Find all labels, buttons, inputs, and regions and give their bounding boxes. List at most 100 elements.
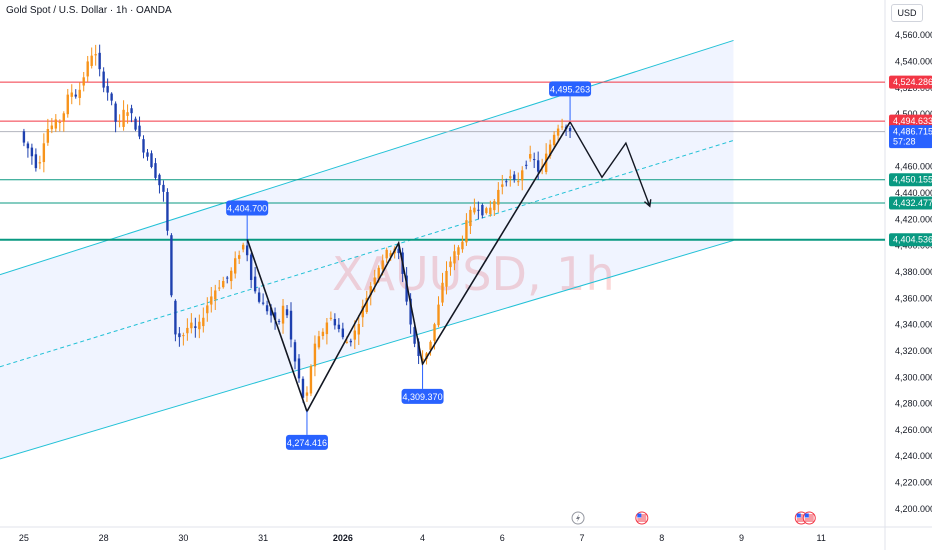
- candle-body: [74, 94, 77, 97]
- candle-body: [194, 326, 197, 328]
- horizontal-levels: [0, 81, 885, 241]
- candle-body: [265, 305, 269, 312]
- candle: [325, 318, 329, 345]
- candle-body: [170, 235, 173, 296]
- candle: [54, 114, 58, 133]
- candle-body: [269, 307, 273, 316]
- price-tick-label: 4,200.000: [895, 504, 932, 514]
- candle-body: [261, 302, 265, 304]
- candle: [90, 47, 93, 69]
- price-tick-label: 4,280.000: [895, 399, 932, 409]
- candle-body: [560, 126, 564, 128]
- price-tick-label: 4,560.000: [895, 30, 932, 40]
- candle: [142, 135, 145, 159]
- candle: [505, 178, 508, 187]
- candle-body: [130, 108, 133, 114]
- candle-body: [257, 292, 261, 302]
- candle-body: [433, 324, 436, 341]
- candle-body: [301, 378, 305, 398]
- candle-body: [26, 143, 30, 149]
- candle-body: [337, 324, 341, 330]
- candle: [429, 340, 432, 356]
- candle: [481, 203, 484, 219]
- candle-body: [481, 204, 484, 216]
- candle: [158, 173, 161, 194]
- candle: [461, 235, 464, 253]
- price-tick-label: 4,420.000: [895, 214, 932, 224]
- candle-body: [449, 261, 452, 268]
- candle-body: [90, 55, 93, 66]
- candle: [241, 242, 245, 253]
- candle-body: [489, 207, 492, 215]
- candle-body: [62, 113, 65, 122]
- candle-body: [509, 176, 512, 179]
- candle: [509, 169, 512, 187]
- candle: [261, 293, 265, 306]
- candle: [162, 180, 165, 202]
- candle: [154, 158, 157, 181]
- candle: [317, 330, 321, 350]
- candle-body: [285, 309, 289, 316]
- candle: [110, 92, 113, 106]
- price-tag: [889, 125, 932, 149]
- currency-selector[interactable]: USD: [891, 4, 923, 22]
- candle: [70, 84, 73, 105]
- candle-body: [501, 184, 504, 187]
- lightning-icon[interactable]: [571, 511, 585, 525]
- candle: [198, 314, 201, 339]
- candle: [170, 233, 173, 298]
- price-tick-label: 4,260.000: [895, 425, 932, 435]
- candle-body: [441, 282, 444, 303]
- candle: [202, 307, 205, 333]
- candle: [214, 284, 217, 310]
- us-flag-icon[interactable]: [802, 511, 816, 525]
- candle-body: [381, 260, 384, 270]
- candle: [186, 318, 189, 341]
- candle: [146, 148, 149, 161]
- candle-body: [536, 160, 540, 172]
- parallel-channel: [0, 39, 734, 460]
- price-tick-label: 4,220.000: [895, 478, 932, 488]
- candle-body: [118, 121, 121, 123]
- us-flag-icon[interactable]: [635, 511, 649, 525]
- candle-body: [182, 335, 185, 337]
- candle-body: [226, 277, 229, 279]
- candle: [309, 364, 313, 397]
- candle: [130, 104, 133, 123]
- candle-body: [150, 153, 153, 167]
- candle: [293, 339, 297, 370]
- price-tick-label: 4,380.000: [895, 267, 932, 277]
- candle-body: [86, 61, 89, 77]
- price-axis: 4,560.0004,540.0004,520.0004,500.0004,48…: [895, 30, 932, 514]
- candle-body: [465, 220, 468, 243]
- candle: [253, 267, 257, 294]
- candle: [473, 198, 476, 215]
- candle: [206, 297, 209, 322]
- price-tag-label: 4,524.286: [893, 77, 932, 87]
- candle: [313, 335, 317, 377]
- candle-body: [94, 54, 97, 56]
- candle-body: [42, 143, 46, 163]
- candle: [552, 131, 556, 148]
- candle-body: [461, 241, 464, 250]
- time-tick-label: 11: [817, 533, 826, 543]
- candle: [78, 82, 81, 106]
- candle: [265, 300, 269, 315]
- candle: [138, 116, 141, 140]
- candle-body: [134, 118, 137, 130]
- candle-body: [82, 77, 85, 86]
- price-tick-label: 4,340.000: [895, 320, 932, 330]
- candle-body: [50, 125, 54, 130]
- candle: [305, 386, 309, 402]
- time-tick-label: 28: [99, 533, 109, 543]
- candle: [529, 145, 532, 162]
- candle: [257, 287, 261, 304]
- candle: [445, 261, 448, 295]
- candle: [106, 78, 109, 101]
- candle-body: [98, 52, 101, 70]
- time-tick-label: 31: [258, 533, 268, 543]
- candle: [194, 317, 197, 338]
- candle-body: [525, 164, 528, 166]
- candle-body: [142, 139, 145, 153]
